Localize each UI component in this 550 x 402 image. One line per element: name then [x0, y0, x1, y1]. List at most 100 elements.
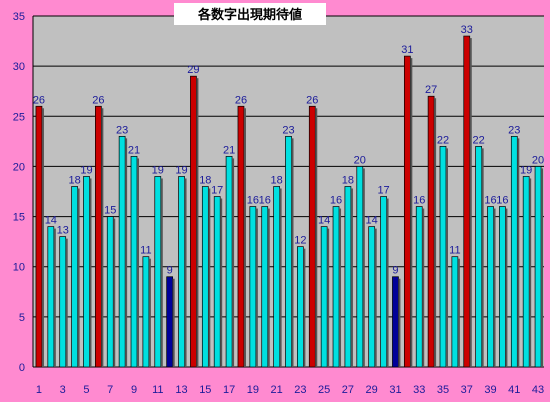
bar-43 — [534, 166, 542, 368]
bar-value-label: 18 — [199, 174, 211, 186]
bar-value-label: 19 — [80, 164, 92, 176]
bar-34 — [427, 95, 435, 368]
bar-25 — [320, 226, 328, 368]
x-tick-label: 43 — [532, 384, 544, 396]
y-tick-label: 35 — [13, 11, 25, 23]
bar-shadow — [541, 168, 544, 367]
bar-value-label: 23 — [508, 124, 520, 136]
bar-shadow — [243, 108, 246, 367]
bar-value-label: 27 — [425, 84, 437, 96]
bar-shadow — [137, 158, 140, 367]
bar-17 — [225, 156, 233, 368]
bar-shadow — [493, 208, 496, 367]
bar-value-label: 18 — [342, 174, 354, 186]
bar-9 — [130, 156, 138, 368]
bar-29 — [368, 226, 376, 368]
bar-shadow — [386, 198, 389, 367]
y-tick-label: 10 — [13, 262, 25, 274]
bar-8 — [118, 135, 126, 368]
bar-value-label: 14 — [366, 215, 378, 227]
x-tick-label: 35 — [437, 384, 449, 396]
bar-shadow — [362, 168, 365, 367]
x-tick-label: 1 — [36, 384, 42, 396]
bar-value-label: 11 — [140, 245, 151, 257]
x-tick-label: 21 — [270, 384, 282, 396]
bar-value-label: 20 — [354, 154, 366, 166]
bar-value-label: 16 — [496, 195, 508, 207]
x-tick-label: 15 — [199, 384, 211, 396]
bar-value-label: 22 — [437, 134, 449, 146]
bar-28 — [356, 166, 364, 368]
bar-15 — [201, 186, 209, 368]
bar-value-label: 19 — [175, 164, 187, 176]
y-tick-label: 25 — [13, 111, 25, 123]
bar-shadow — [279, 188, 282, 367]
bar-value-label: 18 — [270, 174, 282, 186]
bar-value-label: 20 — [532, 154, 544, 166]
bar-value-label: 9 — [167, 265, 173, 277]
bar-27 — [344, 186, 352, 368]
bar-value-label: 22 — [473, 134, 485, 146]
bar-42 — [522, 176, 530, 368]
bar-30 — [380, 196, 387, 368]
bar-value-label: 17 — [211, 185, 223, 197]
bar-value-label: 16 — [484, 195, 496, 207]
bar-value-label: 15 — [104, 205, 116, 217]
bar-value-label: 31 — [401, 44, 413, 56]
bar-shadow — [101, 108, 104, 367]
bar-shadow — [434, 98, 437, 367]
bar-26 — [332, 206, 340, 368]
bar-value-label: 26 — [33, 94, 45, 106]
bar-shadow — [529, 178, 532, 367]
x-tick-label: 17 — [223, 384, 235, 396]
bar-value-label: 16 — [259, 195, 271, 207]
x-tick-label: 29 — [366, 384, 378, 396]
bar-shadow — [77, 188, 80, 367]
x-tick-label: 11 — [152, 384, 163, 396]
bar-value-label: 16 — [413, 195, 425, 207]
bar-19 — [249, 206, 257, 368]
x-tick-label: 39 — [484, 384, 496, 396]
bar-33 — [415, 206, 423, 368]
bar-value-label: 16 — [330, 195, 342, 207]
bar-value-label: 26 — [235, 94, 247, 106]
bar-value-label: 11 — [449, 245, 460, 257]
bar-shadow — [481, 148, 484, 367]
bar-35 — [439, 146, 447, 368]
bar-shadow — [327, 228, 330, 367]
x-tick-label: 37 — [461, 384, 473, 396]
bar-36 — [451, 256, 459, 368]
x-tick-label: 33 — [413, 384, 425, 396]
bar-value-label: 17 — [377, 185, 389, 197]
bar-7 — [106, 216, 114, 368]
bar-39 — [487, 206, 494, 368]
chart-title: 各数字出現期待値 — [197, 7, 302, 23]
bar-shadow — [208, 188, 211, 367]
bar-31 — [392, 276, 399, 368]
bar-shadow — [410, 58, 413, 367]
bar-4 — [71, 186, 78, 368]
bar-value-label: 23 — [116, 124, 128, 136]
bar-value-label: 23 — [282, 124, 294, 136]
y-tick-label: 15 — [13, 212, 25, 224]
bar-value-label: 21 — [223, 144, 235, 156]
bar-40 — [499, 206, 506, 368]
bar-2 — [47, 226, 55, 368]
x-tick-label: 5 — [83, 384, 89, 396]
x-tick-label: 3 — [60, 384, 66, 396]
bar-5 — [83, 176, 90, 368]
y-tick-label: 30 — [13, 61, 25, 73]
x-tick-label: 23 — [294, 384, 306, 396]
bar-shadow — [184, 178, 187, 367]
bar-value-label: 29 — [187, 64, 199, 76]
x-tick-label: 27 — [342, 384, 354, 396]
bar-11 — [154, 176, 162, 368]
bar-16 — [213, 196, 221, 368]
x-tick-label: 9 — [131, 384, 137, 396]
bar-shadow — [422, 208, 425, 367]
bar-shadow — [172, 278, 175, 367]
bar-value-label: 14 — [45, 215, 57, 227]
bar-3 — [59, 236, 67, 368]
bar-13 — [178, 176, 185, 368]
